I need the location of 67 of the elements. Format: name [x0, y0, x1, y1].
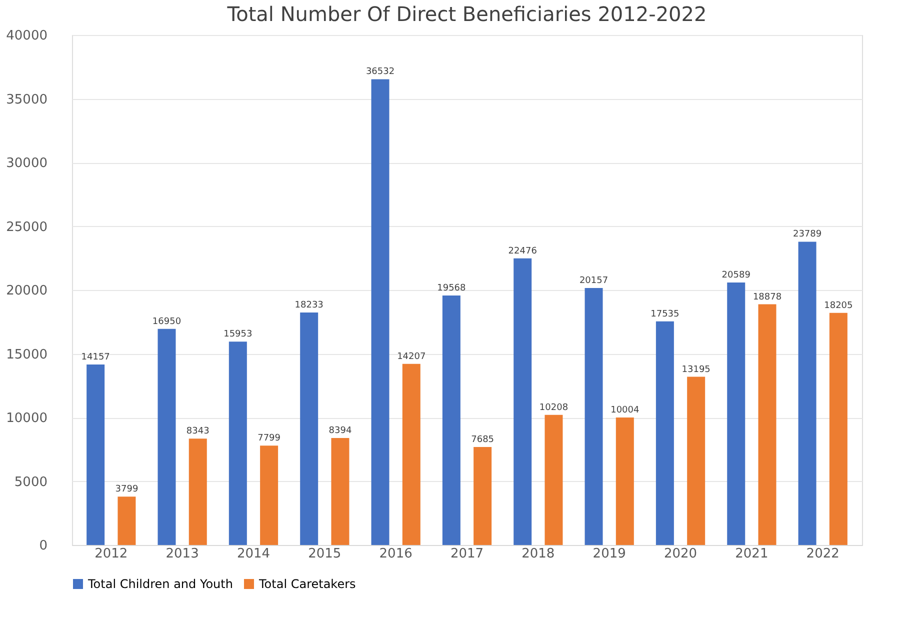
x-tick-label: 2015	[308, 546, 342, 562]
bar	[514, 258, 532, 545]
y-tick-label: 40000	[6, 28, 48, 44]
x-tick-label: 2014	[236, 546, 270, 562]
x-tick-label: 2013	[166, 546, 199, 562]
data-label: 17535	[650, 309, 680, 320]
y-tick-label: 10000	[6, 411, 48, 426]
legend-label: Total Caretakers	[258, 577, 356, 591]
data-label: 14157	[81, 352, 110, 362]
y-tick-label: 35000	[6, 92, 48, 108]
data-label: 19568	[437, 284, 466, 294]
bar	[727, 282, 746, 545]
bar	[228, 342, 247, 545]
bar	[798, 242, 816, 545]
bar	[829, 312, 848, 545]
data-label: 13195	[682, 364, 710, 375]
data-label: 10208	[539, 402, 568, 413]
y-tick-label: 20000	[6, 284, 48, 298]
data-label: 14207	[397, 352, 426, 362]
x-tick-label: 2022	[806, 546, 840, 562]
bar	[86, 364, 105, 545]
bar	[442, 296, 460, 545]
data-label: 18205	[824, 300, 853, 311]
bar	[158, 328, 176, 545]
bar	[758, 304, 776, 545]
data-label: 8343	[186, 426, 210, 437]
chart-title: Total Number Of Direct Beneficiaries 2012-2022	[226, 2, 707, 26]
data-label: 20157	[579, 276, 608, 286]
bar	[616, 417, 634, 545]
bar	[687, 376, 706, 545]
bar	[656, 321, 674, 545]
bar	[188, 438, 207, 545]
x-tick-label: 2019	[592, 546, 626, 562]
data-label: 3799	[115, 484, 138, 495]
data-label: 7685	[471, 435, 494, 446]
data-label: 18233	[294, 300, 324, 311]
y-tick-label: 30000	[6, 156, 48, 171]
x-tick-label: 2021	[735, 546, 768, 562]
x-tick-label: 2016	[379, 546, 412, 562]
bar	[260, 446, 278, 545]
y-tick-label: 5000	[14, 474, 48, 490]
bar	[371, 79, 390, 545]
y-tick-label: 15000	[6, 347, 48, 362]
data-label: 22476	[508, 246, 538, 256]
data-label: 18878	[752, 292, 782, 302]
data-label: 8394	[328, 426, 352, 436]
data-label: 7799	[258, 434, 281, 444]
data-label: 10004	[610, 405, 640, 416]
x-tick-label: 2017	[450, 546, 484, 562]
data-label: 16950	[152, 316, 182, 327]
data-label: 15953	[224, 330, 252, 340]
bar	[402, 364, 420, 545]
bar	[474, 447, 492, 545]
data-label: 20589	[722, 270, 751, 280]
data-label: 36532	[366, 67, 395, 78]
bar	[544, 414, 563, 545]
legend-label: Total Children and Youth	[87, 577, 233, 591]
x-tick-label: 2020	[664, 546, 698, 562]
bar	[584, 288, 603, 545]
x-tick-label: 2012	[94, 546, 128, 562]
bar	[331, 438, 350, 545]
y-tick-label: 25000	[6, 220, 48, 235]
bar	[300, 312, 318, 545]
data-label: 23789	[792, 230, 822, 240]
bar	[118, 496, 136, 545]
y-tick-label: 0	[39, 538, 48, 554]
x-tick-label: 2018	[522, 546, 555, 562]
